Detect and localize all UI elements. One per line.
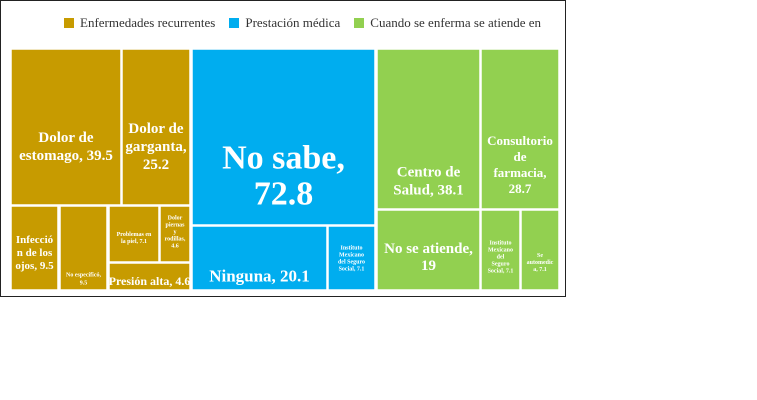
treemap-cell-label: Presión alta, 4.6: [109, 274, 191, 288]
treemap-cell-label: Infecció n de los ojos, 9.5: [15, 234, 54, 272]
treemap-cell: [376, 209, 481, 291]
treemap-cell-label: Dolor de estomago, 39.5: [19, 130, 113, 164]
treemap-cell: [121, 48, 191, 206]
legend-item: Prestación médica: [229, 15, 340, 31]
treemap-cell: [191, 48, 376, 226]
chart-frame: Dolor de estomago, 39.5 Dolor de garganta, 2…: [0, 0, 566, 297]
treemap-cell-label: Instituto Mexicano del Seguro Social, 7.1: [338, 246, 365, 273]
treemap-cell: [480, 48, 560, 210]
treemap-chart: Dolor de estomago, 39.5 Dolor de garganta, 2…: [10, 48, 560, 291]
treemap-cell-label: Dolor de garganta, 25.2: [125, 121, 186, 173]
treemap-cell: [10, 205, 59, 291]
treemap-cell-label: Centro de Salud, 38.1: [393, 165, 463, 199]
legend-label: Prestación médica: [245, 15, 341, 30]
legend-swatch: [64, 18, 74, 28]
treemap-cell: [376, 48, 481, 210]
treemap-cell-label: No específicó, 9.5: [66, 273, 101, 287]
treemap-cell-label: No sabe, 72.8: [222, 140, 345, 213]
treemap-cell-label: Dolor piernas y rodillas, 4.6: [165, 215, 186, 249]
treemap-cell: [520, 209, 560, 291]
treemap-cell-label: Instituto Mexicano del Seguro Social, 7.1: [488, 241, 514, 275]
treemap-cell: [59, 205, 108, 291]
treemap-cell-label: Consultorio de farmacia, 28.7: [487, 133, 553, 196]
treemap-cell-label: No se atiende, 19: [384, 241, 473, 274]
treemap-cell: [327, 225, 376, 291]
treemap-cell-label: Problemas en la piel, 7.1: [117, 232, 152, 245]
treemap-cell: [191, 225, 328, 291]
legend-label: Enfermedades recurrentes: [80, 15, 216, 30]
treemap-cell-label: Ninguna, 20.1: [209, 267, 310, 286]
legend-item: Enfermedades recurrentes: [64, 15, 215, 31]
treemap-cell: [10, 48, 122, 206]
treemap-cell: [108, 262, 191, 291]
legend-swatch: [354, 18, 365, 28]
treemap-cell: [108, 205, 160, 263]
legend-label: Cuando se enferma se atiende en: [370, 15, 542, 30]
legend-item: Cuando se enferma se atiende en: [354, 15, 541, 31]
treemap-cell: [480, 209, 521, 291]
treemap-cell-label: Se automedic a, 7.1: [527, 253, 554, 273]
treemap-cell: [159, 205, 191, 263]
legend-swatch: [229, 18, 240, 28]
chart-legend: Enfermedades recurrentes Prestación médic…: [64, 12, 541, 34]
